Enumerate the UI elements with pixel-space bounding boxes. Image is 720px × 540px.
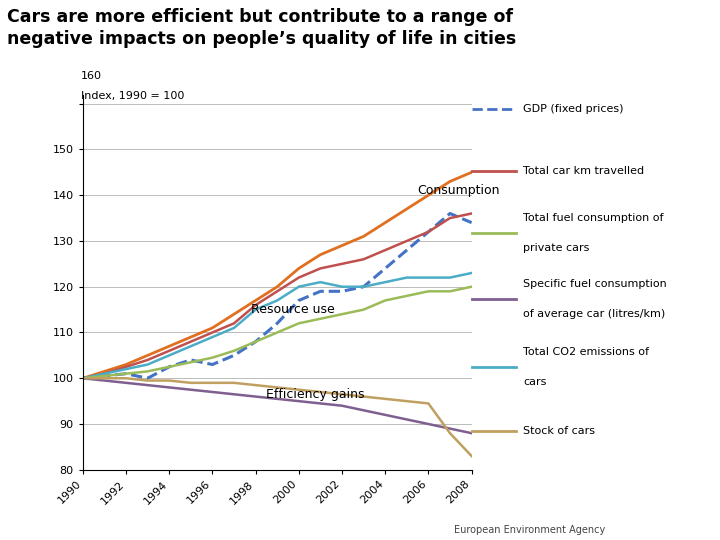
Text: Efficiency gains: Efficiency gains — [266, 388, 365, 401]
Text: Cars are more efficient but contribute to a range of
negative impacts on people’: Cars are more efficient but contribute t… — [7, 8, 516, 48]
Text: Stock of cars: Stock of cars — [523, 426, 595, 436]
Text: Index, 1990 = 100: Index, 1990 = 100 — [81, 91, 184, 101]
Text: European Environment Agency: European Environment Agency — [454, 524, 605, 535]
Text: 160: 160 — [81, 71, 102, 82]
Text: Resource use: Resource use — [251, 303, 335, 316]
Text: Total car km travelled: Total car km travelled — [523, 166, 644, 176]
Text: Total CO2 emissions of: Total CO2 emissions of — [523, 347, 649, 357]
Text: of average car (litres/km): of average car (litres/km) — [523, 309, 665, 319]
Text: Consumption: Consumption — [418, 184, 500, 197]
Text: Total fuel consumption of: Total fuel consumption of — [523, 213, 664, 223]
Text: private cars: private cars — [523, 242, 590, 253]
Text: Specific fuel consumption: Specific fuel consumption — [523, 279, 667, 289]
Text: GDP (fixed prices): GDP (fixed prices) — [523, 104, 624, 113]
Text: cars: cars — [523, 377, 546, 387]
